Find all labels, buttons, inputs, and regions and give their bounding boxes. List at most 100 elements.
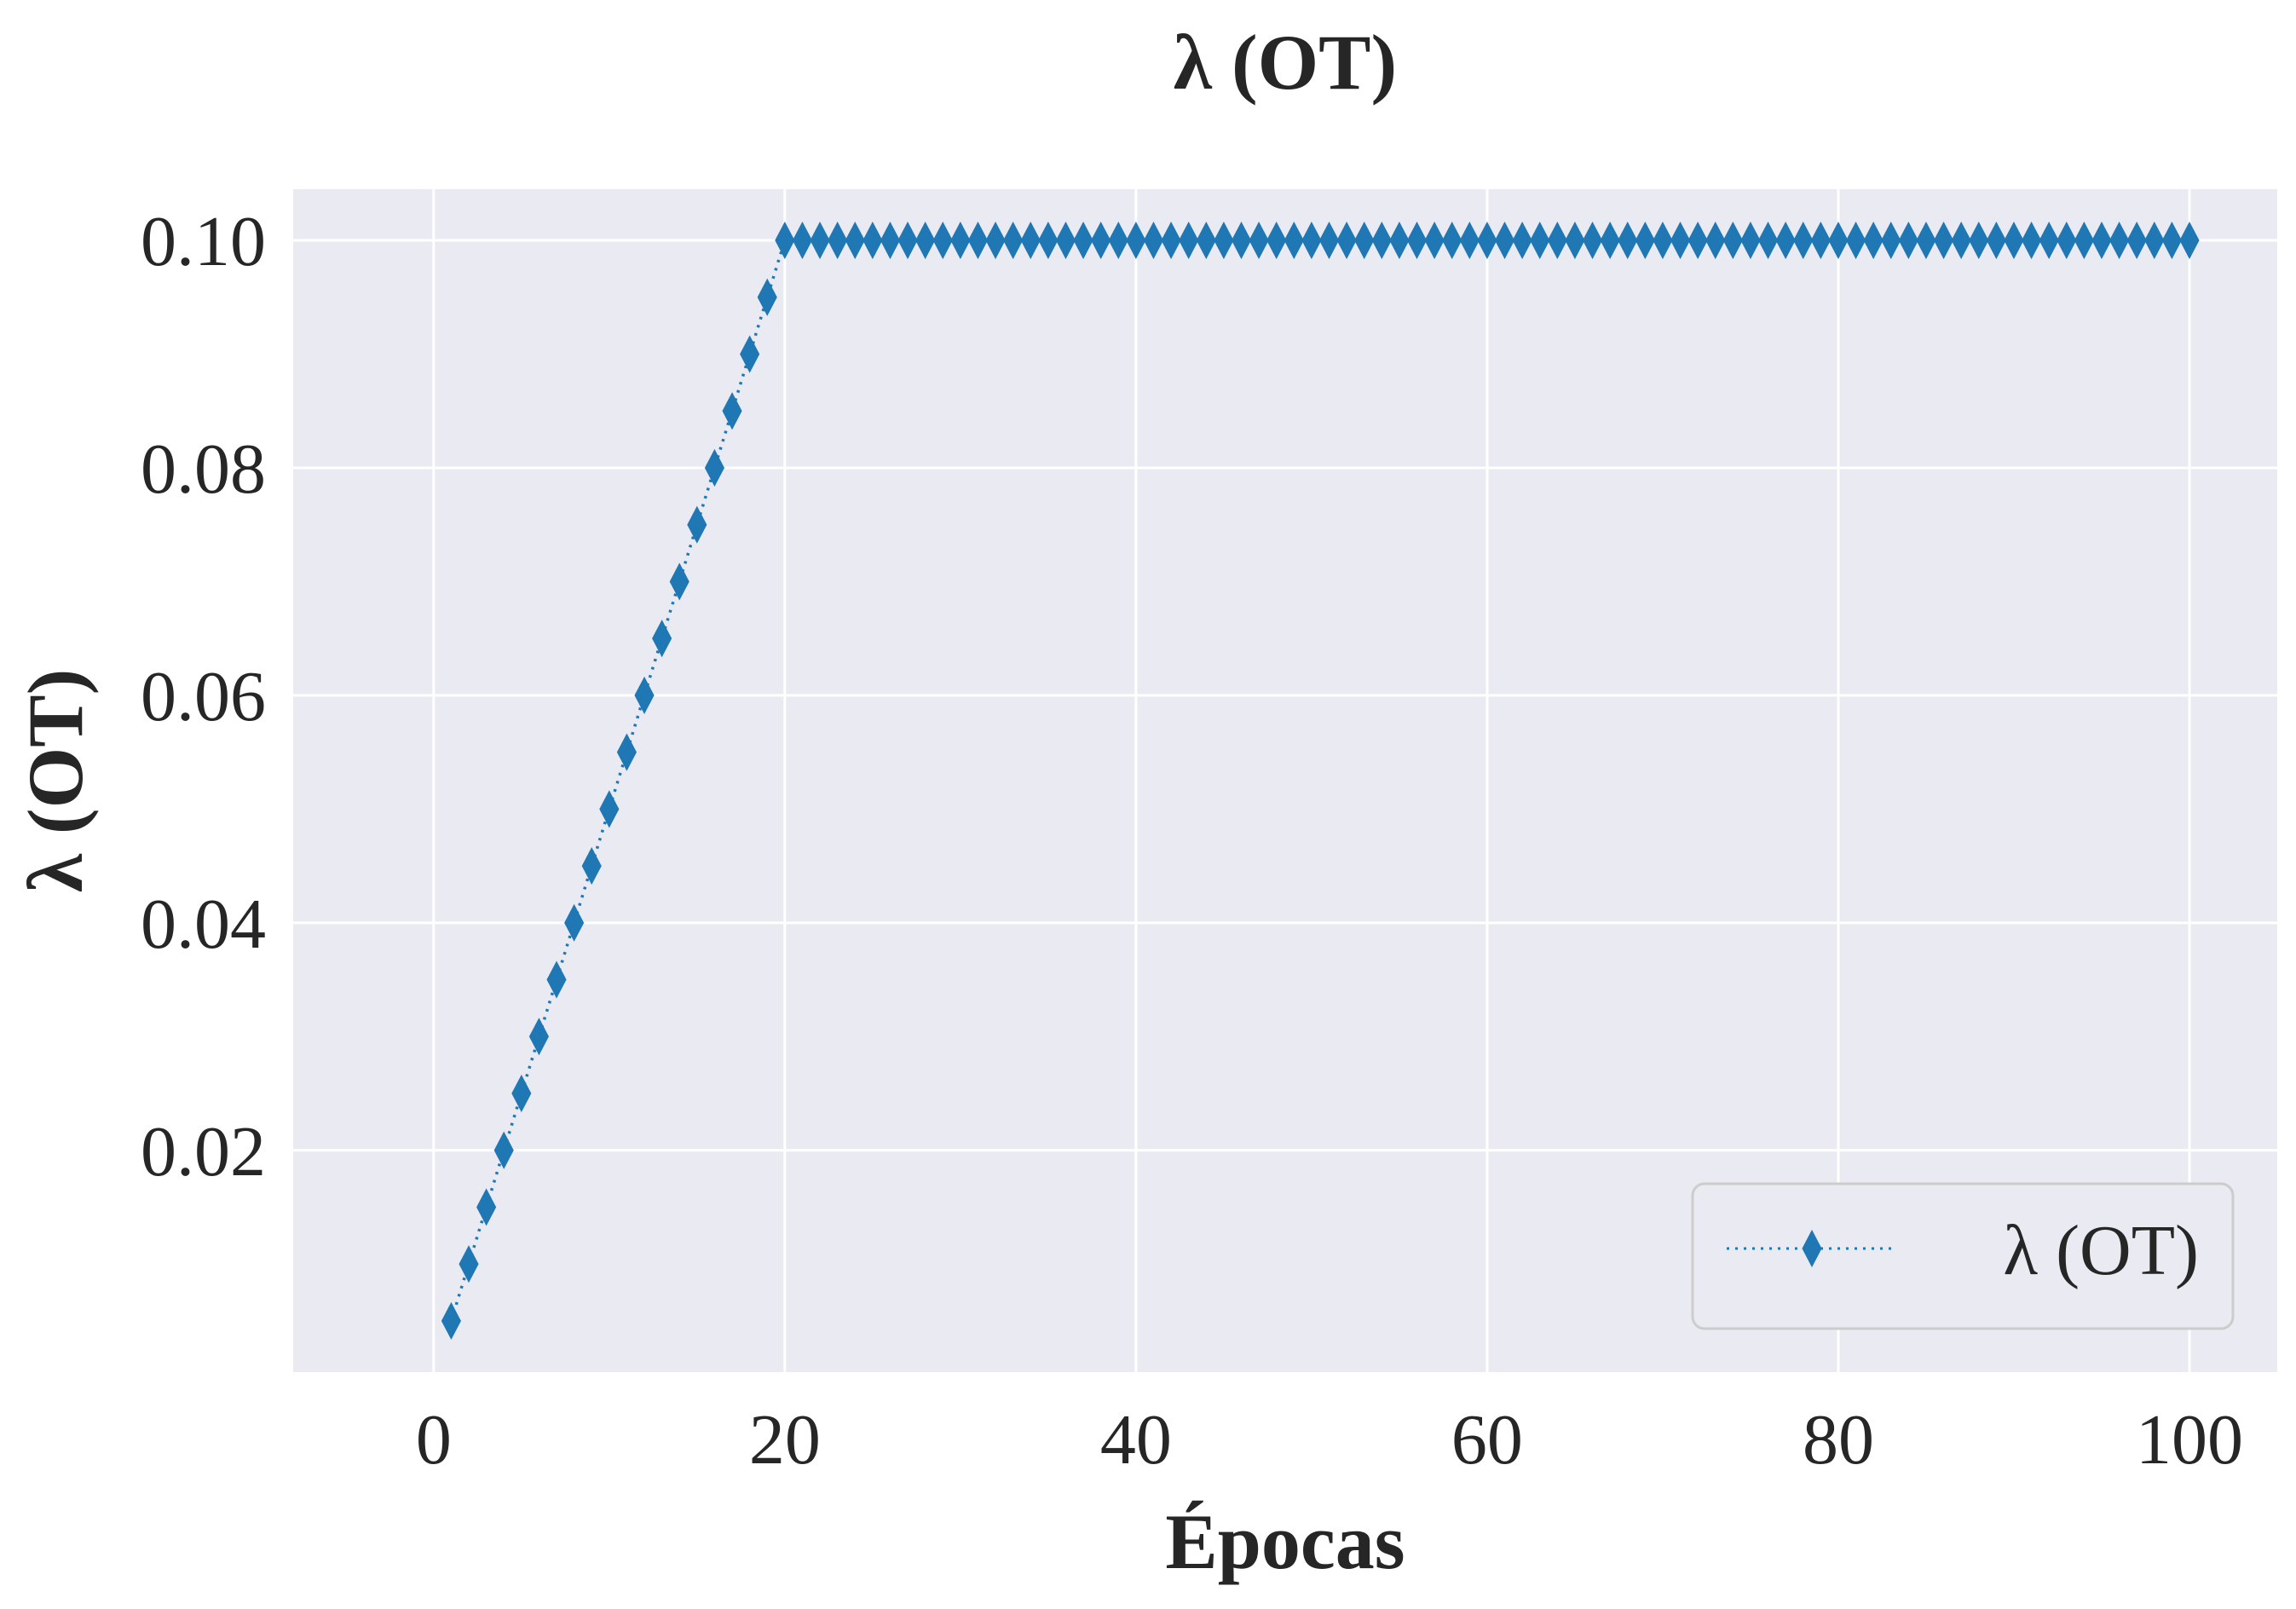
data-point-marker — [669, 562, 689, 601]
data-point-marker — [1371, 221, 1392, 260]
data-point-marker — [1793, 221, 1814, 260]
data-point-marker — [441, 1301, 461, 1341]
x-axis-label: Épocas — [1165, 1498, 1405, 1585]
data-point-marker — [1020, 221, 1041, 260]
data-point-marker — [2022, 221, 2042, 260]
x-tick-label: 20 — [749, 1400, 821, 1479]
data-point-marker — [792, 221, 813, 260]
data-point-marker — [1881, 221, 1901, 260]
x-axis-ticks: 0 20 40 60 80 100 — [416, 1400, 2243, 1479]
y-tick-label: 0.06 — [141, 657, 266, 736]
legend-label: λ (OT) — [2003, 1211, 2199, 1290]
legend-box — [1691, 1182, 2235, 1330]
legend-marker-swatch — [1802, 1229, 1822, 1268]
data-point-marker — [1143, 221, 1164, 260]
data-point-marker — [2179, 221, 2200, 260]
data-point-marker — [1249, 221, 1269, 260]
x-tick-label: 80 — [1803, 1400, 1874, 1479]
data-point-marker — [1284, 221, 1304, 260]
data-point-marker — [1301, 221, 1322, 260]
data-point-marker — [493, 1131, 514, 1169]
series-line — [449, 239, 2189, 1322]
data-point-marker — [546, 960, 567, 999]
data-point-marker — [599, 790, 620, 828]
data-point-marker — [845, 221, 865, 260]
data-point-marker — [581, 847, 602, 885]
y-axis-label: λ (OT) — [12, 669, 99, 892]
data-point-marker — [915, 221, 936, 260]
data-point-marker — [828, 221, 848, 260]
data-point-marker — [616, 733, 637, 771]
data-point-marker — [564, 903, 585, 942]
data-point-marker — [476, 1188, 497, 1226]
data-point-marker — [722, 392, 742, 430]
data-point-marker — [985, 221, 1006, 260]
data-point-marker — [880, 221, 901, 260]
data-point-marker — [2091, 221, 2112, 260]
data-point-marker — [1898, 221, 1918, 260]
data-point-marker — [1512, 221, 1532, 260]
data-point-marker — [704, 448, 725, 487]
data-point-marker — [1986, 221, 2006, 260]
data-point-marker — [1618, 221, 1638, 260]
data-point-marker — [1775, 221, 1796, 260]
data-point-marker — [1459, 221, 1480, 260]
data-point-marker — [1318, 221, 1340, 260]
data-point-marker — [1934, 221, 1954, 260]
data-point-marker — [2126, 221, 2147, 260]
data-point-marker — [1108, 221, 1128, 260]
data-point-marker — [862, 221, 883, 260]
data-point-marker — [1670, 221, 1691, 260]
y-tick-label: 0.08 — [141, 430, 266, 509]
data-point-marker — [1530, 221, 1550, 260]
data-point-marker — [1722, 221, 1743, 260]
data-point-marker — [1582, 221, 1603, 260]
data-point-marker — [1845, 221, 1866, 260]
data-point-marker — [1863, 221, 1884, 260]
data-point-marker — [1653, 221, 1673, 260]
data-point-marker — [740, 335, 760, 373]
data-point-marker — [1424, 221, 1445, 260]
data-point-marker — [2039, 221, 2059, 260]
data-point-marker — [1565, 221, 1585, 260]
data-point-marker — [950, 221, 971, 260]
data-point-marker — [528, 1018, 549, 1056]
data-point-marker — [1635, 221, 1655, 260]
x-tick-label: 40 — [1100, 1400, 1172, 1479]
data-point-marker — [1687, 221, 1708, 260]
data-point-marker — [897, 221, 918, 260]
data-point-marker — [2074, 221, 2094, 260]
data-point-marker — [1600, 221, 1620, 260]
data-point-marker — [1126, 221, 1146, 260]
data-point-marker — [1336, 221, 1357, 260]
data-point-marker — [967, 221, 989, 260]
data-point-marker — [1091, 221, 1111, 260]
data-point-marker — [1389, 221, 1410, 260]
data-point-marker — [1231, 221, 1252, 260]
data-point-marker — [1547, 221, 1567, 260]
chart-title: λ (OT) — [1174, 19, 1397, 106]
data-point-marker — [2144, 221, 2165, 260]
x-tick-label: 100 — [2136, 1400, 2243, 1479]
data-point-marker — [1810, 221, 1831, 260]
data-point-marker — [1003, 221, 1024, 260]
data-point-marker — [634, 676, 655, 714]
data-point-marker — [1073, 221, 1093, 260]
data-point-marker — [775, 221, 795, 260]
y-axis-ticks: 0.02 0.04 0.06 0.08 0.10 — [141, 202, 266, 1191]
data-point-marker — [1916, 221, 1936, 260]
data-point-marker — [652, 620, 672, 658]
legend: λ (OT) — [1691, 1182, 2235, 1330]
data-point-marker — [2161, 221, 2182, 260]
data-point-marker — [1442, 221, 1462, 260]
data-point-marker — [1038, 221, 1059, 260]
data-point-marker — [1757, 221, 1779, 260]
data-point-marker — [1705, 221, 1726, 260]
x-tick-label: 60 — [1451, 1400, 1523, 1479]
data-point-marker — [459, 1245, 479, 1283]
data-point-marker — [1354, 221, 1375, 260]
data-point-marker — [1494, 221, 1515, 260]
data-point-marker — [1196, 221, 1216, 260]
